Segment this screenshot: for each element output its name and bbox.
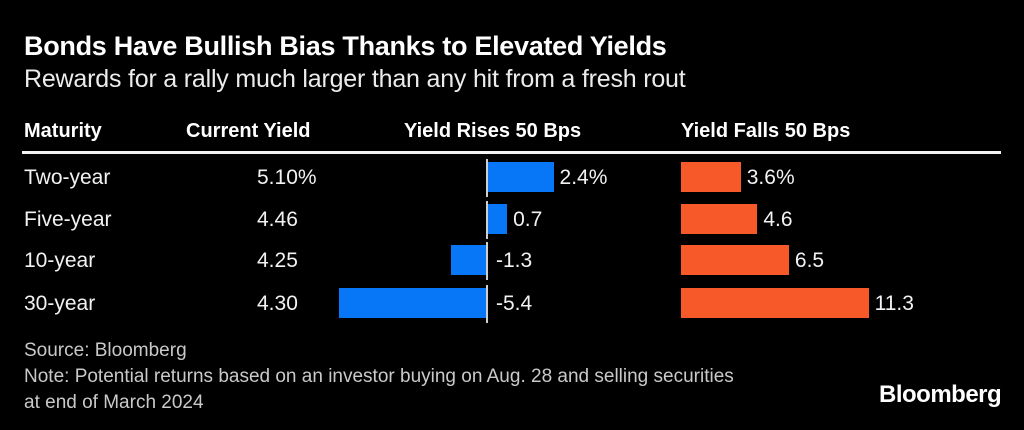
zero-axis-line [486, 201, 488, 239]
bloomberg-logo: Bloomberg [879, 381, 1002, 408]
zero-axis-line [486, 242, 488, 280]
column-header-yield-rises: Yield Rises 50 Bps [404, 120, 582, 142]
column-header-maturity: Maturity [24, 120, 102, 142]
current-yield-cell: 4.25 [257, 249, 298, 272]
header-rule-divider [22, 151, 1001, 154]
table-row: 10-year 4.25 -1.3 6.5 [0, 240, 1024, 282]
note-text-line1: Note: Potential returns based on an inve… [24, 366, 734, 387]
fall-value-label: 3.6% [746, 166, 795, 189]
rise-value-label: -1.3 [496, 249, 533, 272]
fall-bar [681, 204, 758, 234]
rise-bar [488, 162, 554, 192]
current-yield-cell: 5.10% [257, 166, 317, 189]
maturity-cell: 30-year [24, 292, 96, 315]
maturity-cell: Five-year [24, 208, 112, 231]
table-row: Five-year 4.46 0.7 4.6 [0, 199, 1024, 241]
page-subtitle: Rewards for a rally much larger than any… [24, 65, 686, 93]
current-yield-cell: 4.30 [257, 292, 298, 315]
rise-bar [450, 245, 486, 275]
table-row: Two-year 5.10% 2.4% 3.6% [0, 157, 1024, 199]
footer-notes: Source: Bloomberg Note: Potential return… [24, 338, 734, 416]
fall-bar [681, 162, 741, 192]
rise-value-label: 2.4% [559, 166, 608, 189]
page-title: Bonds Have Bullish Bias Thanks to Elevat… [24, 31, 667, 61]
maturity-cell: 10-year [24, 249, 96, 272]
rise-value-label: 0.7 [513, 208, 543, 231]
fall-value-label: 4.6 [763, 208, 793, 231]
current-yield-cell: 4.46 [257, 208, 298, 231]
column-header-current-yield: Current Yield [186, 120, 311, 142]
note-text-line2: at end of March 2024 [24, 392, 204, 413]
rise-bar [338, 288, 486, 318]
zero-axis-line [486, 285, 488, 323]
table-row: 30-year 4.30 -5.4 11.3 [0, 283, 1024, 325]
fall-bar [681, 245, 789, 275]
rise-value-label: -5.4 [496, 292, 533, 315]
maturity-cell: Two-year [24, 166, 111, 189]
source-text: Source: Bloomberg [24, 340, 187, 361]
fall-bar [681, 288, 869, 318]
rise-bar [488, 204, 508, 234]
column-header-yield-falls: Yield Falls 50 Bps [681, 120, 851, 142]
fall-value-label: 11.3 [874, 292, 914, 315]
fall-value-label: 6.5 [794, 249, 825, 272]
zero-axis-line [486, 159, 488, 197]
